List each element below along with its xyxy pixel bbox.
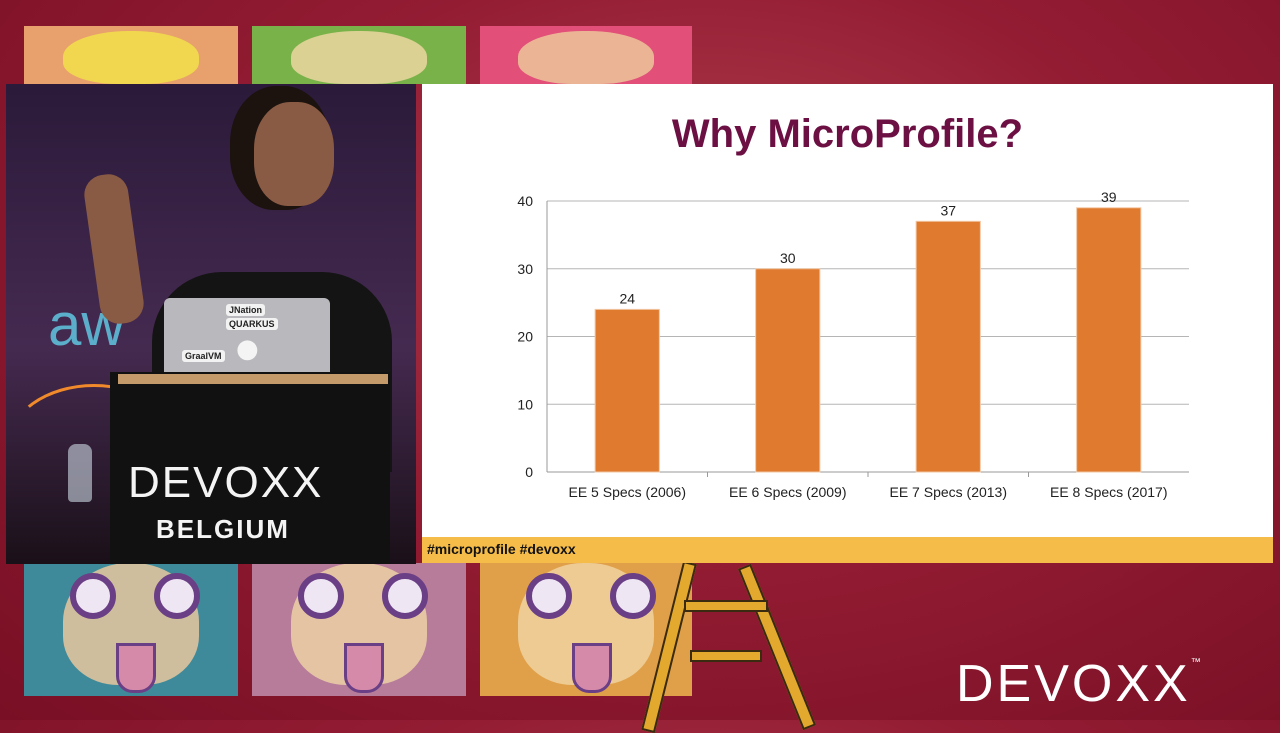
slide-footer-bar: #microprofile #devoxx [422, 537, 1273, 563]
devoxx-logo: DEVOXX™ [956, 655, 1201, 713]
y-tick-label: 20 [517, 329, 533, 345]
podium-brand-label: DEVOXX [128, 458, 324, 507]
podium [110, 372, 390, 564]
poster-tile-orange [480, 563, 692, 696]
orange-cable [6, 384, 182, 510]
podium-brand-text: DEVOXX [128, 458, 323, 508]
y-tick-label: 40 [517, 193, 533, 209]
data-label: 24 [619, 290, 635, 306]
data-label: 30 [780, 250, 796, 266]
poster-tile-mauve [252, 563, 466, 696]
slide-hashtags: #microprofile #devoxx [427, 541, 576, 557]
laptop-sticker: QUARKUS [226, 318, 278, 330]
poster-tile-pink [480, 26, 692, 84]
laptop-sticker: JNation [226, 304, 266, 316]
bar-chart: 0 10 20 30 40 24 EE 5 Specs (2006) 30 EE 6 Specs… [517, 189, 1189, 500]
bar [1076, 207, 1142, 473]
x-tick-label: EE 7 Specs (2013) [889, 484, 1007, 500]
x-tick-label: EE 5 Specs (2006) [568, 484, 686, 500]
y-tick-label: 10 [517, 396, 533, 412]
data-label: 37 [940, 202, 956, 218]
y-tick-label: 0 [525, 464, 533, 480]
poster-tile-teal [24, 563, 238, 696]
poster-tile-green [252, 26, 466, 84]
water-bottle [68, 444, 92, 502]
apple-icon: ● [236, 334, 259, 364]
trademark-symbol: ™ [1190, 657, 1201, 668]
presentation-slide: Why MicroProfile? 0 10 20 30 40 24 EE 5 Specs … [422, 84, 1273, 563]
devoxx-logo-text: DEVOXX [956, 655, 1191, 713]
speaker-video: aw talkdesk ● JNation QUARKUS GraalVM DE… [6, 84, 416, 564]
bar [594, 308, 660, 473]
laptop-sticker: GraalVM [182, 350, 225, 362]
poster-tile-yellow [24, 26, 238, 84]
slide-title: Why MicroProfile? [671, 112, 1024, 156]
podium-top [118, 374, 388, 384]
bar [755, 268, 821, 473]
bar [915, 220, 981, 473]
podium-city-text: BELGIUM [156, 514, 290, 544]
y-tick-label: 30 [517, 261, 533, 277]
x-tick-label: EE 6 Specs (2009) [729, 484, 847, 500]
data-label: 39 [1101, 189, 1117, 205]
speaker-head [254, 102, 334, 206]
x-tick-label: EE 8 Specs (2017) [1050, 484, 1168, 500]
